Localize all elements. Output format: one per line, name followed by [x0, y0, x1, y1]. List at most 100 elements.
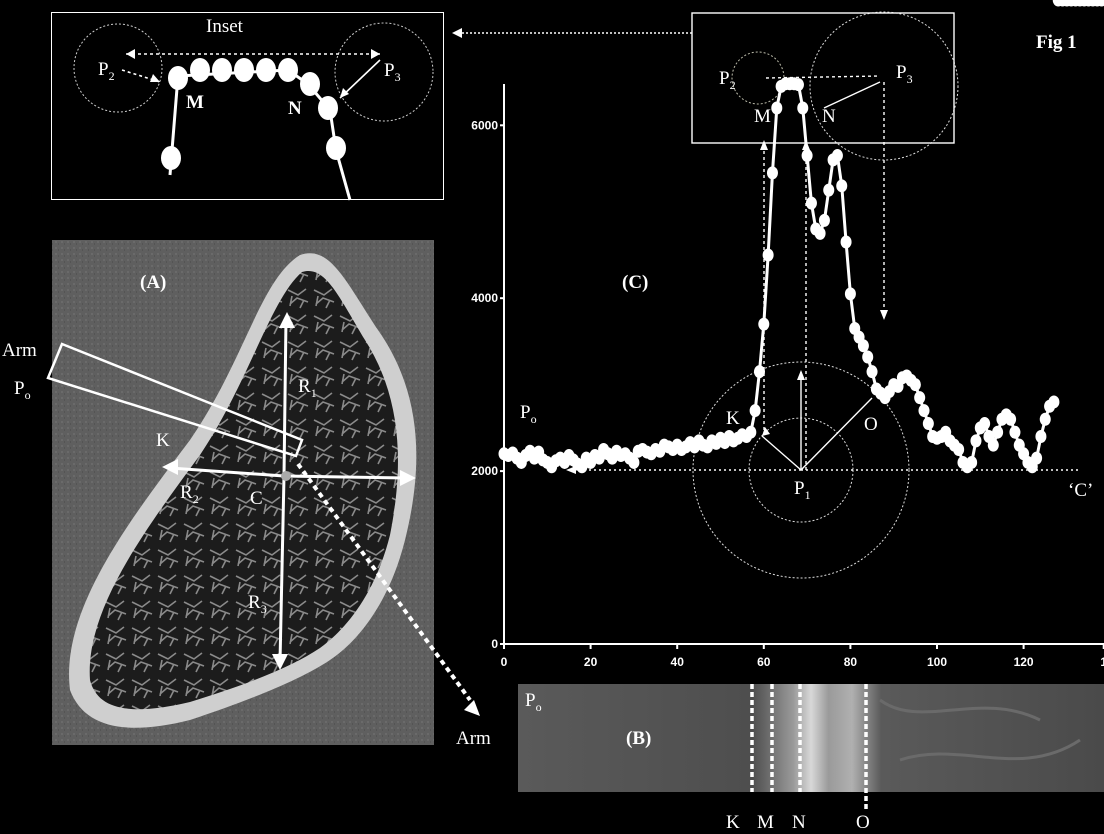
data-point: [992, 425, 1004, 439]
data-point: [801, 149, 813, 163]
x-tick-label: 20: [584, 655, 598, 669]
data-point: [953, 442, 965, 456]
data-point: [1031, 451, 1043, 465]
x-tick-label: 80: [844, 655, 858, 669]
strip-marker-n: N: [792, 812, 806, 833]
data-point: [823, 183, 835, 197]
data-point: [1048, 395, 1060, 409]
data-point: [1035, 430, 1047, 444]
data-point: [749, 404, 761, 418]
data-point: [797, 101, 809, 115]
x-tick-label: 120: [1014, 655, 1034, 669]
strip-marker-o: O: [856, 812, 870, 833]
data-point: [966, 455, 978, 469]
series-line: [503, 82, 1055, 470]
data-point: [844, 287, 856, 301]
center-point: [281, 471, 291, 481]
data-point: [862, 350, 874, 364]
inset-p3-circle: [334, 22, 434, 122]
data-point: [987, 438, 999, 452]
data-point: [914, 391, 926, 405]
chart-guides: [568, 11, 1080, 579]
inset-m-label: M: [186, 92, 204, 113]
data-point: [758, 317, 770, 331]
inset-n-label: N: [288, 98, 302, 119]
p0-label-c: Po: [520, 402, 537, 426]
data-point: [922, 417, 934, 431]
data-point: [814, 226, 826, 240]
strip-markers: [750, 684, 868, 810]
arm-label: Arm: [2, 340, 37, 361]
data-point: [753, 365, 765, 379]
arm-label-b: Arm: [456, 728, 491, 749]
data-point: [1009, 425, 1021, 439]
data-point: [792, 78, 804, 92]
data-point: [1005, 412, 1017, 426]
data-point: [805, 196, 817, 210]
strip-marker-m: M: [757, 812, 774, 833]
data-point: [1096, 0, 1104, 7]
p1-label: P1: [794, 478, 811, 502]
x-tick-label: 40: [671, 655, 685, 669]
panel-c-label: (C): [622, 272, 648, 293]
data-point: [918, 404, 930, 418]
figure-label: Fig 1: [1036, 32, 1077, 53]
m-label-c: M: [754, 106, 771, 127]
p0-label-b: Po: [525, 690, 542, 714]
n-label-c: N: [822, 106, 836, 127]
data-point: [831, 149, 843, 163]
series-points: [498, 0, 1104, 474]
arm-rectangle: [46, 342, 304, 458]
p0-label-a: Po: [14, 378, 31, 402]
y-tick-label: 0: [491, 637, 498, 651]
c-label: C: [250, 488, 263, 509]
r3-label: R3: [248, 592, 267, 616]
profile-strip: [518, 684, 1104, 792]
inset-p2-label: P2: [98, 59, 115, 83]
data-point: [766, 166, 778, 180]
data-point: [979, 417, 991, 431]
bone-interior: [89, 270, 398, 710]
c-quote-label: ‘C’: [1068, 480, 1093, 501]
x-tick-label: 100: [927, 655, 947, 669]
data-point: [745, 425, 757, 439]
data-point: [866, 365, 878, 379]
data-point: [836, 179, 848, 193]
inset-points: [161, 58, 346, 170]
inset-title: Inset: [206, 16, 244, 37]
strip-marker-k: K: [726, 812, 740, 833]
data-point: [840, 235, 852, 249]
data-point: [771, 101, 783, 115]
k-label-a: K: [156, 430, 170, 451]
k-label-c: K: [726, 408, 740, 429]
inset-p3-label: P3: [384, 60, 401, 84]
x-tick-label: 60: [757, 655, 771, 669]
o-label-c: O: [864, 414, 878, 435]
data-point: [909, 378, 921, 392]
y-tick-label: 4000: [471, 291, 498, 305]
panel-b-label: (B): [626, 728, 651, 749]
data-point: [762, 248, 774, 262]
arm-to-strip-arrow: [296, 462, 472, 702]
data-point: [857, 339, 869, 353]
p3-label-c: P3: [896, 62, 913, 86]
y-tick-label: 6000: [471, 118, 498, 132]
data-point: [970, 434, 982, 448]
data-point: [818, 213, 830, 227]
inset-panel: Inset P2 P3 M N: [51, 12, 444, 201]
p2-label-c: P2: [719, 68, 736, 92]
data-point: [628, 455, 640, 469]
panel-a: (A) Arm Po K R1 R2 C R3: [2, 240, 480, 745]
y-tick-label: 2000: [471, 464, 498, 478]
x-tick-label: 0: [501, 655, 508, 669]
r1-label: R1: [298, 376, 317, 400]
r2-label: R2: [180, 482, 199, 506]
inset-p2-circle: [73, 23, 163, 113]
panel-c-chart: 0 20 40 60 80 100 120 1 0 2000 4000 6000: [471, 0, 1104, 669]
x-tick-label: 1: [1100, 655, 1104, 669]
panel-a-label: (A): [140, 272, 166, 293]
chart-zoom-box: [691, 12, 955, 144]
panel-b: Po (B) Arm K M N O: [456, 684, 1104, 833]
axis-ticks: 0 20 40 60 80 100 120 1 0 2000 4000 6000: [471, 118, 1104, 669]
